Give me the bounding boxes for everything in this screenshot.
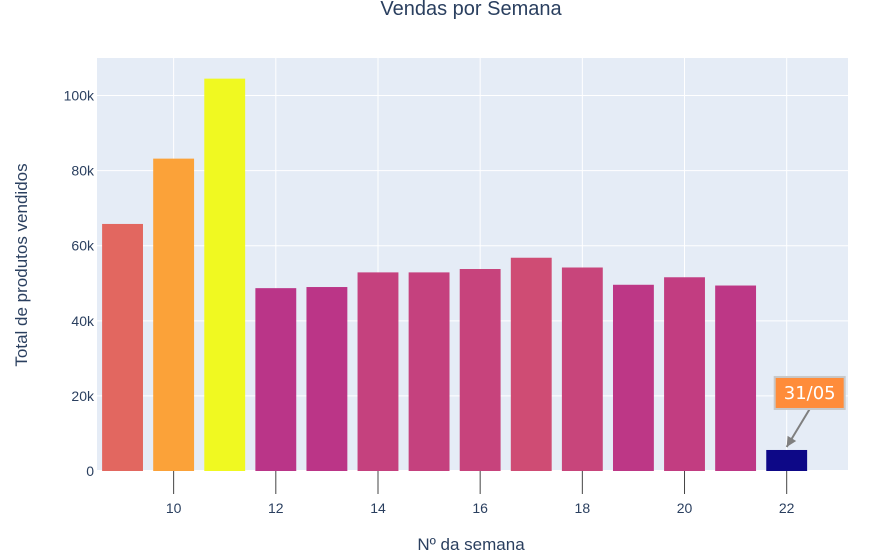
x-axis-ticks: 10 12 14 16 18 20 22 <box>166 471 795 516</box>
y-tick-label: 100k <box>64 88 95 104</box>
bar-week-12[interactable] <box>255 288 297 471</box>
bar-week-22[interactable] <box>766 449 808 471</box>
x-tick-label: 14 <box>370 500 386 516</box>
bar-week-11[interactable] <box>204 78 246 472</box>
bar-week-21[interactable] <box>715 285 757 471</box>
y-tick-label: 60k <box>71 238 95 254</box>
chart-title: Vendas por Semana <box>380 0 562 20</box>
bars <box>102 78 808 472</box>
annotation: 31/05 <box>773 375 846 448</box>
bar-week-17[interactable] <box>510 257 552 471</box>
bar-week-13[interactable] <box>306 287 348 471</box>
annotation-box <box>773 375 846 410</box>
bar-week-9[interactable] <box>102 223 143 471</box>
y-axis-title: Total de produtos vendidos <box>12 163 31 366</box>
bar-week-18[interactable] <box>561 267 603 471</box>
y-tick-label: 0 <box>86 463 94 479</box>
y-tick-label: 20k <box>71 388 95 404</box>
x-tick-label: 16 <box>472 500 488 516</box>
annotation-label: 31/05 <box>784 383 836 404</box>
bar-week-19[interactable] <box>612 284 654 471</box>
x-tick-label: 22 <box>779 500 795 516</box>
x-axis-title: Nº da semana <box>417 535 525 554</box>
x-tick-label: 12 <box>268 500 284 516</box>
x-tick-label: 18 <box>575 500 591 516</box>
bar-week-16[interactable] <box>459 269 501 471</box>
y-axis-ticks: 0 20k 40k 60k 80k 100k <box>64 88 95 479</box>
x-tick-label: 20 <box>677 500 693 516</box>
bar-week-10[interactable] <box>153 158 195 471</box>
annotation-arrowhead <box>786 435 797 447</box>
bar-week-20[interactable] <box>664 277 705 471</box>
x-tick-label: 10 <box>166 500 182 516</box>
bar-week-15[interactable] <box>408 272 450 471</box>
y-tick-label: 40k <box>71 313 95 329</box>
y-tick-label: 80k <box>71 163 95 179</box>
bar-week-14[interactable] <box>357 272 399 471</box>
